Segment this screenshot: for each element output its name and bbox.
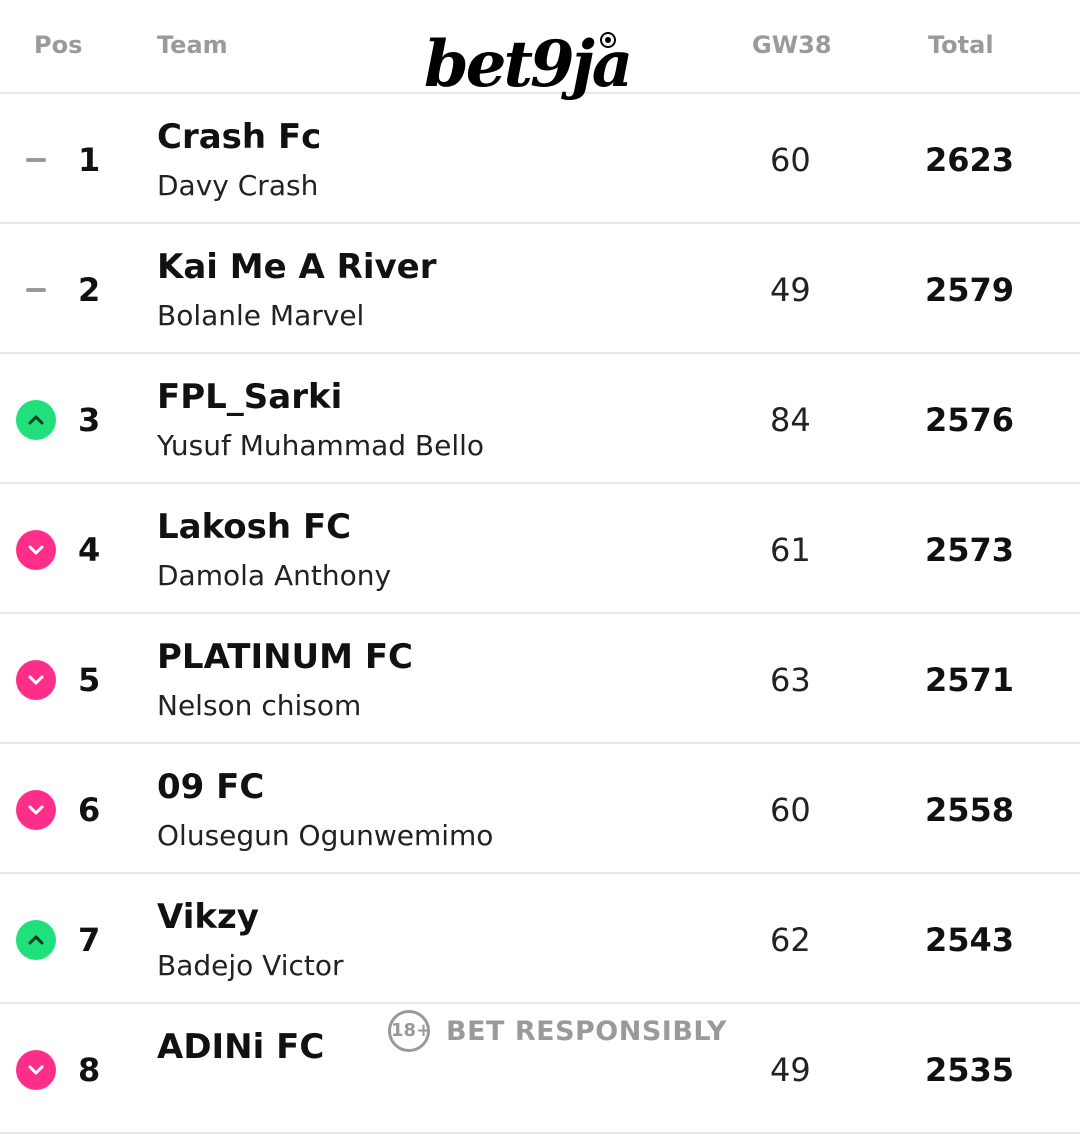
gameweek-points: 63 — [770, 661, 811, 699]
total-points: 2623 — [925, 141, 1015, 179]
manager-name: Davy Crash — [157, 169, 319, 202]
bet-responsibly-banner: 18+ BET RESPONSIBLY — [388, 1008, 728, 1056]
total-points: 2535 — [925, 1051, 1015, 1089]
manager-name: Nelson chisom — [157, 689, 362, 722]
gameweek-points: 60 — [770, 141, 811, 179]
manager-name: Badejo Victor — [157, 949, 344, 982]
gameweek-points: 84 — [770, 401, 811, 439]
total-points: 2576 — [925, 401, 1015, 439]
team-name[interactable]: Lakosh FC — [157, 507, 352, 547]
gameweek-points: 62 — [770, 921, 811, 959]
table-row[interactable]: 5 PLATINUM FC Nelson chisom 63 2571 — [0, 614, 1080, 744]
team-name[interactable]: Kai Me A River — [157, 247, 437, 287]
table-row[interactable]: 3 FPL_Sarki Yusuf Muhammad Bello 84 2576 — [0, 354, 1080, 484]
dash-icon — [16, 140, 56, 180]
position: 1 — [78, 141, 101, 179]
chevron-down-icon — [16, 530, 56, 570]
bet-responsibly-text: BET RESPONSIBLY — [446, 1016, 727, 1047]
header-pos: Pos — [34, 31, 83, 59]
table-row[interactable]: 1 Crash Fc Davy Crash 60 2623 — [0, 94, 1080, 224]
standings-table: 1 Crash Fc Davy Crash 60 2623 2 Kai Me A River… — [0, 94, 1080, 1134]
position: 6 — [78, 791, 101, 829]
gameweek-points: 60 — [770, 791, 811, 829]
table-row[interactable]: 2 Kai Me A River Bolanle Marvel 49 2579 — [0, 224, 1080, 354]
age-18-plus-icon: 18+ — [388, 1010, 431, 1052]
gameweek-points: 49 — [770, 271, 811, 309]
team-name[interactable]: PLATINUM FC — [157, 637, 414, 677]
header-total: Total — [928, 31, 994, 59]
position: 3 — [78, 401, 101, 439]
bet9ja-logo: bet9ja — [424, 30, 660, 110]
team-name[interactable]: 09 FC — [157, 767, 265, 807]
dash-icon — [16, 270, 56, 310]
gameweek-points: 49 — [770, 1051, 811, 1089]
manager-name: Yusuf Muhammad Bello — [157, 429, 485, 462]
position: 4 — [78, 531, 101, 569]
manager-name: Damola Anthony — [157, 559, 392, 592]
chevron-down-icon — [16, 790, 56, 830]
total-points: 2573 — [925, 531, 1015, 569]
total-points: 2543 — [925, 921, 1015, 959]
total-points: 2558 — [925, 791, 1015, 829]
position: 8 — [78, 1051, 101, 1089]
table-row[interactable]: 6 09 FC Olusegun Ogunwemimo 60 2558 — [0, 744, 1080, 874]
table-row[interactable]: 4 Lakosh FC Damola Anthony 61 2573 — [0, 484, 1080, 614]
team-name[interactable]: Crash Fc — [157, 117, 322, 157]
chevron-up-icon — [16, 400, 56, 440]
gameweek-points: 61 — [770, 531, 811, 569]
header-gameweek: GW38 — [752, 31, 832, 59]
total-points: 2571 — [925, 661, 1015, 699]
header-team: Team — [157, 31, 228, 59]
table-header: Pos Team GW38 Total — [0, 0, 1080, 94]
manager-name: Olusegun Ogunwemimo — [157, 819, 494, 852]
position: 5 — [78, 661, 101, 699]
chevron-up-icon — [16, 920, 56, 960]
chevron-down-icon — [16, 660, 56, 700]
football-icon — [600, 32, 616, 48]
team-name[interactable]: ADINi FC — [157, 1027, 325, 1067]
total-points: 2579 — [925, 271, 1015, 309]
team-name[interactable]: Vikzy — [157, 897, 259, 937]
table-row[interactable]: 7 Vikzy Badejo Victor 62 2543 — [0, 874, 1080, 1004]
logo-text: bet9ja — [424, 27, 633, 102]
position: 2 — [78, 271, 101, 309]
chevron-down-icon — [16, 1050, 56, 1090]
team-name[interactable]: FPL_Sarki — [157, 377, 343, 417]
position: 7 — [78, 921, 101, 959]
manager-name: Bolanle Marvel — [157, 299, 365, 332]
